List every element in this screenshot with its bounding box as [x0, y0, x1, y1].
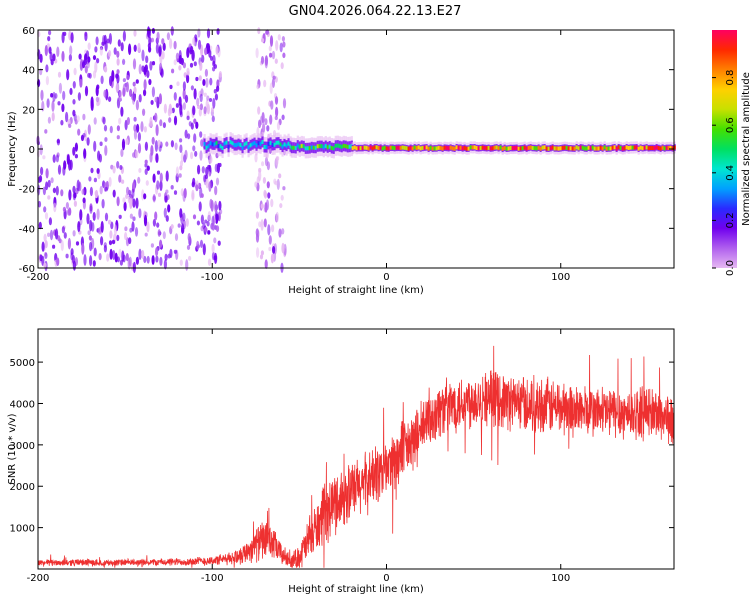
figure-title: GN04.2026.064.22.13.E27 [289, 4, 462, 19]
spectrogram-xtick-label: -200 [27, 272, 50, 283]
colorbar-tick-label: 0.8 [725, 70, 736, 86]
snr-xtick-label: -200 [27, 573, 50, 584]
spectrogram-ytick-label: 0 [29, 145, 35, 156]
spectrogram-xtick-label: 0 [383, 272, 389, 283]
snr-panel: -200 -100 0 100 1000 2000 3000 4000 5000 Height … [7, 328, 675, 595]
spectrogram-region-onset [203, 132, 292, 158]
colorbar-gradient [712, 30, 737, 268]
spectrogram-ylabel: Frequency (Hz) [7, 111, 18, 187]
snr-xtick-label: 100 [551, 573, 570, 584]
snr-xtick-label: -100 [201, 573, 224, 584]
spectrogram-xlabel: Height of straight line (km) [288, 285, 424, 296]
spectrogram-ytick-label: 40 [22, 66, 35, 77]
snr-frame [37, 328, 675, 570]
spectrogram-region-noise [36, 26, 223, 274]
spectrogram-xtick-label: -100 [201, 272, 224, 283]
colorbar-tick-label: 0.4 [725, 165, 736, 181]
snr-ytick-label: 5000 [10, 358, 35, 369]
colorbar-tick-label: 0.0 [725, 260, 736, 276]
spectrogram-xtick-label: 100 [551, 272, 570, 283]
snr-ytick-label: 1000 [10, 524, 35, 535]
colorbar-label: Normalized spectral amplitude [741, 72, 750, 226]
snr-ytick-label: 2000 [10, 482, 35, 493]
colorbar-tick-label: 0.2 [725, 212, 736, 228]
snr-ylabel: SNR (10 * v/v) [7, 413, 18, 484]
snr-ytick-label: 4000 [10, 399, 35, 410]
spectrogram-ytick-label: -20 [19, 185, 35, 196]
spectrogram-region-noise-band [254, 27, 287, 273]
spectrogram-ytick-label: 20 [22, 105, 35, 116]
snr-xtick-label: 0 [383, 573, 389, 584]
colorbar-ticks: 0.0 0.2 0.4 0.6 0.8 [712, 70, 736, 276]
spectrogram-region-transition [290, 135, 353, 159]
colorbar: 0.0 0.2 0.4 0.6 0.8 Normalized spectral ampl… [712, 30, 750, 276]
spectrogram-ytick-label: 60 [22, 26, 35, 37]
spectrogram-cells [36, 26, 676, 274]
snr-xlabel: Height of straight line (km) [288, 584, 424, 595]
spectrogram-region-carrier [351, 141, 676, 155]
spectrogram-ytick-label: -40 [19, 224, 35, 235]
snr-series-line [37, 345, 675, 568]
snr-plot-area [38, 329, 674, 569]
spectrogram-ytick-label: -60 [19, 264, 35, 275]
colorbar-tick-label: 0.6 [725, 117, 736, 133]
snr-ticks: -200 -100 0 100 1000 2000 3000 4000 5000 [10, 329, 674, 584]
snr-ytick-label: 3000 [10, 441, 35, 452]
spectrogram-frame [37, 29, 675, 269]
